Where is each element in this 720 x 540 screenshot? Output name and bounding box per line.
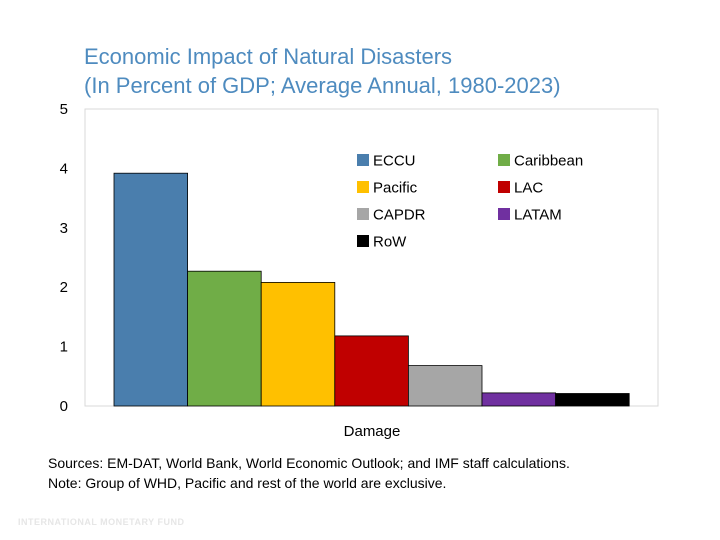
- chart-subtitle: (In Percent of GDP; Average Annual, 1980…: [84, 73, 561, 98]
- legend-swatch: [357, 235, 369, 247]
- x-axis-label: Damage: [344, 423, 401, 440]
- legend-swatch: [357, 154, 369, 166]
- legend-item-capdr: CAPDR: [357, 207, 426, 224]
- bar-eccu: [113, 172, 188, 407]
- bars: [113, 172, 630, 407]
- legend-label: ECCU: [373, 153, 416, 170]
- legend-item-latam: LATAM: [498, 207, 562, 224]
- watermark-logo-text: INTERNATIONAL MONETARY FUND: [18, 517, 185, 527]
- legend-label: Caribbean: [514, 153, 583, 170]
- legend-swatch: [357, 181, 369, 193]
- legend-swatch: [498, 181, 510, 193]
- y-tick-label: 3: [60, 220, 68, 237]
- legend: ECCU Caribbean Pacific LAC CAPDR LATAM RoW: [357, 153, 583, 251]
- bar-caribbean: [187, 270, 262, 407]
- legend-item-lac: LAC: [498, 180, 543, 197]
- legend-label: CAPDR: [373, 207, 426, 224]
- legend-label: RoW: [373, 234, 407, 251]
- legend-item-caribbean: Caribbean: [498, 153, 583, 170]
- bar-chart: 0 1 2 3 4 5 Damage ECCU Caribbean Pacific LAC CAP…: [60, 101, 659, 440]
- y-tick-label: 5: [60, 101, 68, 118]
- legend-item-pacific: Pacific: [357, 180, 418, 197]
- y-axis-ticks: 0 1 2 3 4 5: [60, 101, 68, 415]
- legend-swatch: [357, 208, 369, 220]
- legend-swatch: [498, 154, 510, 166]
- sources-note: Sources: EM-DAT, World Bank, World Econo…: [48, 455, 570, 471]
- footnote: Note: Group of WHD, Pacific and rest of …: [48, 475, 447, 491]
- legend-label: LATAM: [514, 207, 562, 224]
- y-tick-label: 4: [60, 160, 68, 177]
- legend-item-eccu: ECCU: [357, 153, 416, 170]
- y-tick-label: 1: [60, 339, 68, 356]
- y-tick-label: 2: [60, 279, 68, 296]
- bar-pacific: [260, 281, 336, 407]
- legend-label: LAC: [514, 180, 543, 197]
- legend-item-row: RoW: [357, 234, 407, 251]
- chart-title: Economic Impact of Natural Disasters: [84, 44, 453, 69]
- notes: Sources: EM-DAT, World Bank, World Econo…: [48, 453, 570, 493]
- bar-latam: [481, 392, 556, 407]
- bar-row: [555, 393, 630, 407]
- bar-lac: [334, 335, 409, 407]
- bar-capdr: [407, 365, 483, 407]
- legend-swatch: [498, 208, 510, 220]
- y-tick-label: 0: [60, 398, 68, 415]
- legend-label: Pacific: [373, 180, 418, 197]
